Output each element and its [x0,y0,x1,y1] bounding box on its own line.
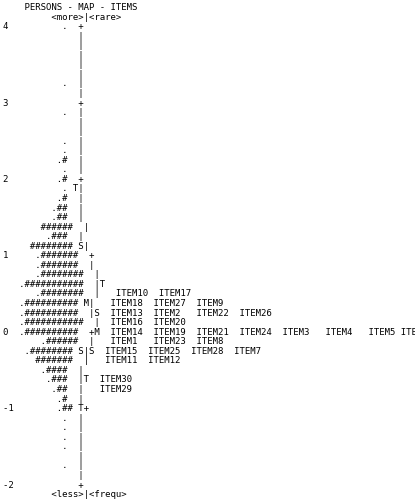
Text: .########  |   ITEM10  ITEM17: .######## | ITEM10 ITEM17 [3,290,191,298]
Text: .##  |   ITEM29: .## | ITEM29 [3,385,132,394]
Text: .  |: . | [3,108,84,117]
Text: .  |: . | [3,414,84,422]
Text: .##  |: .## | [3,204,84,212]
Text: |: | [3,118,84,126]
Text: .##  |: .## | [3,213,84,222]
Text: |: | [3,60,84,70]
Text: .######## S|S  ITEM15  ITEM25  ITEM28  ITEM7: .######## S|S ITEM15 ITEM25 ITEM28 ITEM7 [3,347,261,356]
Text: |: | [3,51,84,60]
Text: -1        .## T+: -1 .## T+ [3,404,89,413]
Text: .#  |: .# | [3,156,84,165]
Text: 0  .##########  +M  ITEM14  ITEM19  ITEM21  ITEM24  ITEM3   ITEM4   ITEM5 ITEM6: 0 .########## +M ITEM14 ITEM19 ITEM21 IT… [3,328,415,336]
Text: 1     .#######  +: 1 .####### + [3,252,94,260]
Text: .########## M|   ITEM18  ITEM27  ITEM9: .########## M| ITEM18 ITEM27 ITEM9 [3,299,223,308]
Text: |: | [3,452,84,461]
Text: |: | [3,471,84,480]
Text: .##########  |S  ITEM13  ITEM2   ITEM22  ITEM26: .########## |S ITEM13 ITEM2 ITEM22 ITEM2… [3,308,272,318]
Text: .###  |T  ITEM30: .### |T ITEM30 [3,376,132,384]
Text: .  |: . | [3,146,84,155]
Text: #######  |   ITEM11  ITEM12: ####### | ITEM11 ITEM12 [3,356,181,366]
Text: -2            +: -2 + [3,480,84,490]
Text: .  |: . | [3,136,84,145]
Text: .######  |   ITEM1   ITEM23  ITEM8: .###### | ITEM1 ITEM23 ITEM8 [3,337,223,346]
Text: .  |: . | [3,433,84,442]
Text: |: | [3,41,84,50]
Text: . T|: . T| [3,184,84,194]
Text: |: | [3,32,84,40]
Text: .########  |: .######## | [3,270,100,280]
Text: ######  |: ###### | [3,222,89,232]
Text: |: | [3,127,84,136]
Text: 4          .  +: 4 . + [3,22,84,31]
Text: .  |: . | [3,442,84,452]
Text: <less>|<frequ>: <less>|<frequ> [3,490,127,499]
Text: .  |: . | [3,423,84,432]
Text: .####  |: .#### | [3,366,84,375]
Text: .#  |: .# | [3,194,84,203]
Text: .#######  |: .####### | [3,261,94,270]
Text: .  |: . | [3,80,84,88]
Text: PERSONS - MAP - ITEMS: PERSONS - MAP - ITEMS [3,3,137,12]
Text: .###########  |  ITEM16  ITEM20: .########### | ITEM16 ITEM20 [3,318,186,327]
Text: .#  |: .# | [3,394,84,404]
Text: .  |: . | [3,166,84,174]
Text: .  |: . | [3,462,84,470]
Text: |: | [3,89,84,98]
Text: .###  |: .### | [3,232,84,241]
Text: 3             +: 3 + [3,98,84,108]
Text: |: | [3,70,84,79]
Text: 2         .#  +: 2 .# + [3,175,84,184]
Text: .###########  |T: .########### |T [3,280,105,289]
Text: ######## S|: ######## S| [3,242,89,251]
Text: <more>|<rare>: <more>|<rare> [3,12,121,22]
